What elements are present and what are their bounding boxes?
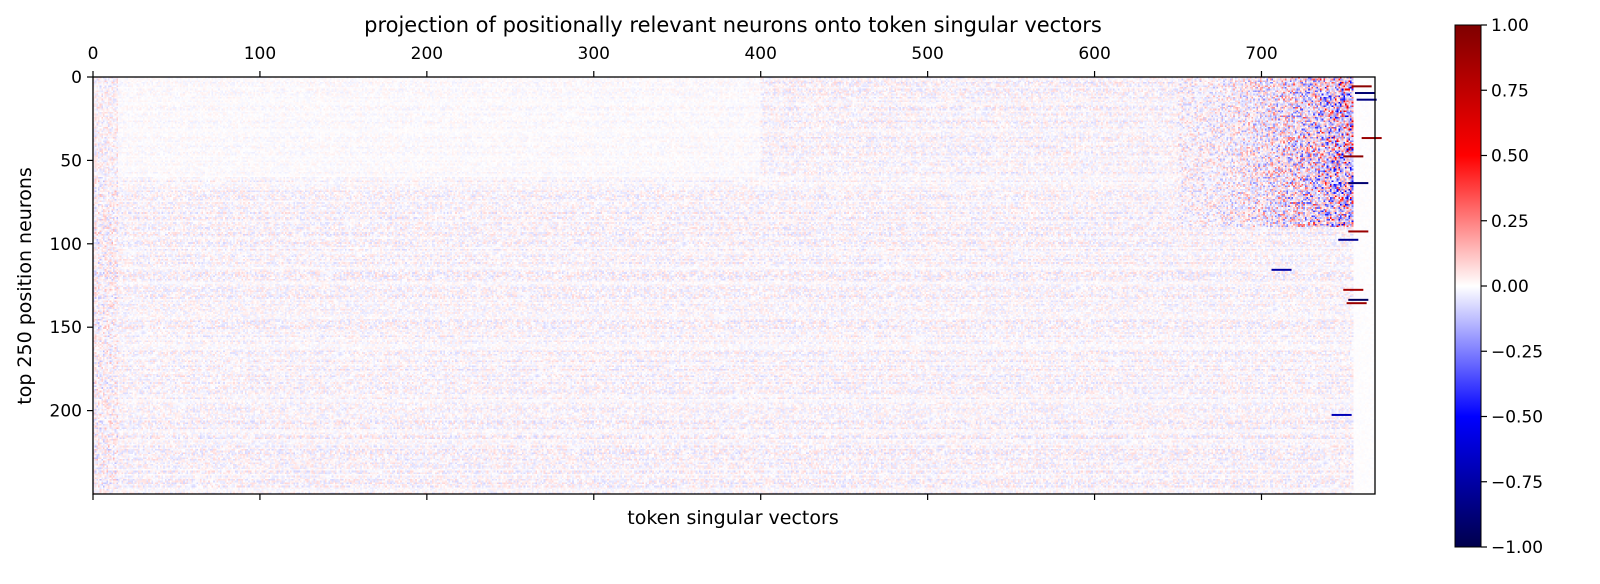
heatmap-notable-cell	[1338, 238, 1359, 241]
y-tick-label: 150	[50, 318, 82, 338]
heatmap-notable-cell	[1343, 155, 1364, 158]
x-tick-label: 100	[244, 44, 276, 64]
x-tick-label: 400	[744, 44, 776, 64]
colorbar-tick-label: 0.00	[1491, 277, 1529, 297]
heatmap-notable-cell	[1351, 85, 1372, 88]
x-tick-label: 500	[911, 44, 943, 64]
x-tick-label: 300	[578, 44, 610, 64]
colorbar-tick-label: −0.50	[1491, 408, 1543, 428]
x-axis-label: token singular vectors	[627, 507, 838, 529]
x-tick-label: 600	[1078, 44, 1110, 64]
y-axis-label: top 250 position neurons	[14, 167, 36, 405]
colorbar-tick-label: −0.25	[1491, 342, 1543, 362]
y-tick-label: 50	[60, 151, 82, 171]
heatmap-notable-cell	[1271, 268, 1292, 271]
y-tick-label: 200	[50, 402, 82, 422]
heatmap-notable-cell	[1361, 137, 1382, 140]
heatmap-image	[93, 77, 1375, 494]
colorbar	[1454, 24, 1482, 548]
heatmap-notable-cell	[1348, 182, 1369, 185]
y-axis: 0 50 100 150 200	[50, 68, 93, 422]
x-axis: 0 100 200 300 400 500 600 700	[88, 44, 1278, 500]
chart-title: projection of positionally relevant neur…	[364, 13, 1102, 37]
heatmap-cells	[93, 77, 1382, 494]
x-tick-label: 0	[88, 44, 99, 64]
colorbar-tick-label: −1.00	[1491, 538, 1543, 558]
heatmap-notable-cell	[1346, 302, 1367, 305]
colorbar-tick-label: 1.00	[1491, 16, 1529, 36]
colorbar-tick-label: −0.75	[1491, 473, 1543, 493]
colorbar-tick-label: 0.75	[1491, 81, 1529, 101]
heatmap-notable-cell	[1348, 230, 1369, 233]
colorbar-tick-label: 0.25	[1491, 212, 1529, 232]
y-tick-label: 100	[50, 235, 82, 255]
colorbar-ticks: 1.00 0.75 0.50 0.25 0.00 −0.25 −0.50 −0.75 −1.00	[1481, 16, 1543, 558]
heatmap-notable-cell	[1343, 288, 1364, 291]
heatmap-notable-cell	[1331, 413, 1352, 416]
x-tick-label: 200	[411, 44, 443, 64]
heatmap-notable-cell	[1354, 92, 1375, 95]
heatmap-notable-cell	[1356, 98, 1377, 101]
colorbar-tick-label: 0.50	[1491, 147, 1529, 167]
heatmap-notable-cell	[1348, 298, 1369, 301]
y-tick-label: 0	[71, 68, 82, 88]
x-tick-label: 700	[1245, 44, 1277, 64]
plot-frame	[92, 76, 1376, 495]
